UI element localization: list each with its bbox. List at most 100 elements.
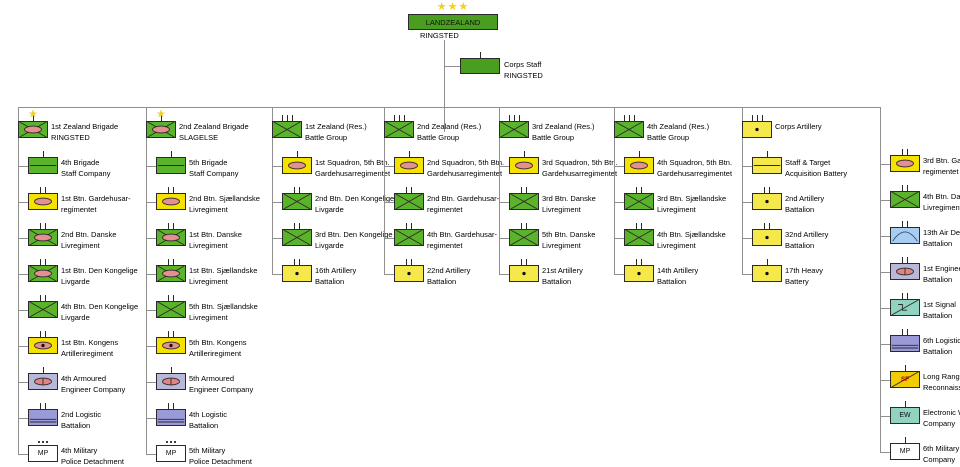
unit-symbol-airdefense[interactable] <box>890 227 920 244</box>
unit-symbol-infantry[interactable] <box>499 121 529 138</box>
unit-symbol-armour[interactable] <box>394 157 424 174</box>
unit-col-4th-zealand-res-0[interactable]: 4th Squadron, 5th Btn.Gardehusarregiment… <box>624 157 732 179</box>
unit-symbol-armour[interactable] <box>156 193 186 210</box>
unit-symbol-infantry[interactable] <box>282 229 312 246</box>
unit-col-corps-troops-0[interactable]: 3rd Btn. Gardehusar-regimentet <box>890 155 960 177</box>
unit-symbol-mp[interactable]: MP <box>156 445 186 462</box>
unit-symbol-staff[interactable] <box>28 157 58 174</box>
unit-symbol-artillery[interactable] <box>752 265 782 282</box>
unit-symbol-ew[interactable]: EW <box>890 407 920 424</box>
unit-col-2nd-zealand-res-0[interactable]: 2nd Squadron, 5th Btn.Gardehusarregiment… <box>394 157 504 179</box>
unit-col-1st-zealand-brigade-1[interactable]: 1st Btn. Gardehusar-regimentet <box>28 193 131 215</box>
unit-symbol-infantry[interactable] <box>509 193 539 210</box>
column-header-col-4th-zealand-res[interactable]: 4th Zealand (Res.)Battle Group <box>614 121 709 143</box>
unit-col-corps-troops-2[interactable]: 13th Air DefenseBattalion <box>890 227 960 249</box>
unit-symbol-mp[interactable]: MP <box>890 443 920 460</box>
unit-symbol-armour[interactable] <box>509 157 539 174</box>
unit-symbol-armoured-artillery[interactable] <box>156 337 186 354</box>
unit-symbol-logistic[interactable] <box>156 409 186 426</box>
column-header-col-3rd-zealand-res[interactable]: 3rd Zealand (Res.)Battle Group <box>499 121 595 143</box>
corps-staff-symbol[interactable] <box>460 58 500 74</box>
unit-symbol-armoured-infantry[interactable] <box>156 229 186 246</box>
unit-symbol-infantry[interactable] <box>272 121 302 138</box>
unit-symbol-armoured-engineer[interactable] <box>890 263 920 280</box>
unit-col-2nd-zealand-res-1[interactable]: 2nd Btn. Gardehusar-regimentet <box>394 193 499 215</box>
unit-symbol-infantry[interactable] <box>394 193 424 210</box>
unit-symbol-infantry[interactable] <box>394 229 424 246</box>
column-header-col-corps-artillery[interactable]: Corps Artillery <box>742 121 822 138</box>
unit-symbol-armour[interactable] <box>890 155 920 172</box>
unit-symbol-armour[interactable] <box>624 157 654 174</box>
unit-symbol-artillery[interactable] <box>394 265 424 282</box>
unit-symbol-infantry[interactable] <box>28 301 58 318</box>
unit-symbol-infantry[interactable] <box>282 193 312 210</box>
unit-symbol-armour[interactable] <box>28 193 58 210</box>
unit-symbol-staff-artillery[interactable] <box>752 157 782 174</box>
unit-symbol-signal[interactable] <box>890 299 920 316</box>
unit-col-3rd-zealand-res-0[interactable]: 3rd Squadron, 5th Btn.Gardehusarregiment… <box>509 157 617 179</box>
unit-symbol-infantry[interactable] <box>384 121 414 138</box>
unit-col-1st-zealand-res-0[interactable]: 1st Squadron, 5th Btn.Gardehusarregiment… <box>282 157 390 179</box>
unit-symbol-artillery[interactable] <box>752 229 782 246</box>
hq-box-landzealand[interactable]: LANDZEALAND <box>408 14 498 30</box>
column-header-col-2nd-zealand-res[interactable]: 2nd Zealand (Res.)Battle Group <box>384 121 481 143</box>
unit-symbol-artillery[interactable] <box>282 265 312 282</box>
unit-symbol-armoured-infantry[interactable] <box>146 121 176 138</box>
unit-symbol-armoured-infantry[interactable] <box>18 121 48 138</box>
column-header-col-1st-zealand-res[interactable]: 1st Zealand (Res.)Battle Group <box>272 121 367 143</box>
unit-symbol-infantry[interactable] <box>509 229 539 246</box>
unit-symbol-infantry[interactable] <box>624 229 654 246</box>
unit-symbol-infantry[interactable] <box>890 191 920 208</box>
unit-col-2nd-zealand-res-2[interactable]: 4th Btn. Gardehusar-regimentet <box>394 229 497 251</box>
unit-symbol-armoured-artillery[interactable] <box>28 337 58 354</box>
unit-symbol-armoured-infantry[interactable] <box>156 265 186 282</box>
unit-symbol-armour[interactable] <box>282 157 312 174</box>
unit-symbol-infantry[interactable] <box>614 121 644 138</box>
unit-col-corps-troops-3[interactable]: 1st EngineerBattalion <box>890 263 960 285</box>
unit-symbol-artillery[interactable] <box>752 193 782 210</box>
unit-symbol-logistic[interactable] <box>28 409 58 426</box>
unit-symbol-staff[interactable] <box>156 157 186 174</box>
unit-symbol-artillery[interactable] <box>624 265 654 282</box>
unit-symbol-armoured-infantry[interactable] <box>28 265 58 282</box>
unit-symbol-mp[interactable]: MP <box>28 445 58 462</box>
unit-symbol-artillery[interactable] <box>742 121 772 138</box>
